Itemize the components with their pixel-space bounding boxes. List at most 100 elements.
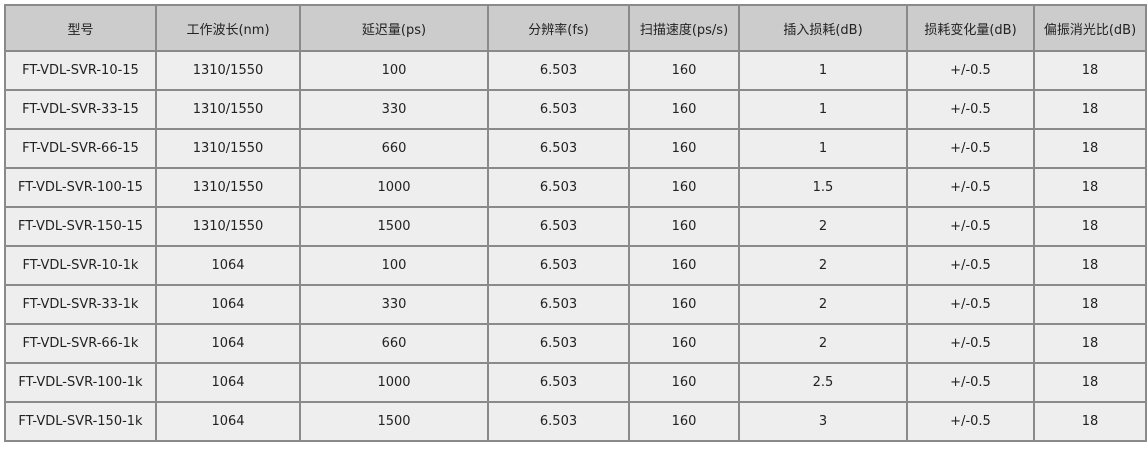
table-cell: 6.503 — [487, 245, 630, 286]
table-cell: 160 — [628, 206, 740, 247]
table-cell: 160 — [628, 362, 740, 403]
table-cell: 160 — [628, 89, 740, 130]
table-cell: 330 — [299, 89, 489, 130]
table-row: FT-VDL-SVR-66-15 1310/1550 660 6.503 160 1 +/-… — [4, 128, 1147, 169]
table-cell: +/-0.5 — [906, 362, 1035, 403]
table-cell: 1064 — [155, 362, 301, 403]
table-cell: 6.503 — [487, 167, 630, 208]
column-header: 分辨率(fs) — [487, 4, 630, 52]
column-header: 工作波长(nm) — [155, 4, 301, 52]
table-cell: 1310/1550 — [155, 50, 301, 91]
table-row: FT-VDL-SVR-33-1k 1064 330 6.503 160 2 +/-0.5 18 — [4, 284, 1147, 325]
table-cell: 1.5 — [738, 167, 908, 208]
table-cell: 160 — [628, 284, 740, 325]
table-cell: 18 — [1033, 89, 1147, 130]
table-cell: 660 — [299, 323, 489, 364]
table-cell: 100 — [299, 50, 489, 91]
table-cell: 1500 — [299, 206, 489, 247]
table-cell: 1500 — [299, 401, 489, 442]
table-cell: 6.503 — [487, 206, 630, 247]
table-row: FT-VDL-SVR-10-1k 1064 100 6.503 160 2 +/-0.5 18 — [4, 245, 1147, 286]
table-row: FT-VDL-SVR-100-1k 1064 1000 6.503 160 2.5 +/-0… — [4, 362, 1147, 403]
column-header: 插入损耗(dB) — [738, 4, 908, 52]
product-spec-table: 型号 工作波长(nm) 延迟量(ps) 分辨率(fs) 扫描速度(ps/s) 插入损耗(d… — [4, 4, 1147, 442]
table-cell: FT-VDL-SVR-150-1k — [4, 401, 157, 442]
table-cell: 160 — [628, 245, 740, 286]
table-cell: +/-0.5 — [906, 245, 1035, 286]
table-cell: 6.503 — [487, 323, 630, 364]
table-cell: 160 — [628, 167, 740, 208]
table-cell: +/-0.5 — [906, 206, 1035, 247]
table-cell: 6.503 — [487, 128, 630, 169]
table-cell: 2 — [738, 245, 908, 286]
table-cell: 1000 — [299, 362, 489, 403]
table-cell: 6.503 — [487, 401, 630, 442]
table-cell: +/-0.5 — [906, 401, 1035, 442]
column-header: 扫描速度(ps/s) — [628, 4, 740, 52]
column-header: 损耗变化量(dB) — [906, 4, 1035, 52]
table-cell: 2 — [738, 323, 908, 364]
table-cell: FT-VDL-SVR-10-1k — [4, 245, 157, 286]
table-cell: FT-VDL-SVR-150-15 — [4, 206, 157, 247]
table-cell: 18 — [1033, 167, 1147, 208]
table-cell: 160 — [628, 323, 740, 364]
table-cell: 1000 — [299, 167, 489, 208]
column-header: 偏振消光比(dB) — [1033, 4, 1147, 52]
table-row: FT-VDL-SVR-66-1k 1064 660 6.503 160 2 +/-0.5 18 — [4, 323, 1147, 364]
table-cell: 18 — [1033, 206, 1147, 247]
table-cell: 6.503 — [487, 284, 630, 325]
table-cell: +/-0.5 — [906, 167, 1035, 208]
table-cell: 18 — [1033, 362, 1147, 403]
table-cell: 1 — [738, 89, 908, 130]
table-cell: FT-VDL-SVR-33-1k — [4, 284, 157, 325]
header-row: 型号 工作波长(nm) 延迟量(ps) 分辨率(fs) 扫描速度(ps/s) 插入损耗(d… — [4, 4, 1147, 52]
table-cell: 18 — [1033, 401, 1147, 442]
table-row: FT-VDL-SVR-10-15 1310/1550 100 6.503 160 1 +/-… — [4, 50, 1147, 91]
table-cell: 1 — [738, 50, 908, 91]
table-cell: 1 — [738, 128, 908, 169]
table-cell: 18 — [1033, 323, 1147, 364]
table-cell: +/-0.5 — [906, 284, 1035, 325]
table-cell: 18 — [1033, 128, 1147, 169]
table-cell: 6.503 — [487, 89, 630, 130]
table-cell: 160 — [628, 50, 740, 91]
table-row: FT-VDL-SVR-150-15 1310/1550 1500 6.503 160 2 +… — [4, 206, 1147, 247]
table-cell: FT-VDL-SVR-66-1k — [4, 323, 157, 364]
table-cell: +/-0.5 — [906, 89, 1035, 130]
table-cell: 1310/1550 — [155, 128, 301, 169]
table-cell: 660 — [299, 128, 489, 169]
table-cell: 160 — [628, 128, 740, 169]
table-cell: 18 — [1033, 284, 1147, 325]
table-cell: FT-VDL-SVR-33-15 — [4, 89, 157, 130]
table-cell: 160 — [628, 401, 740, 442]
table-cell: 3 — [738, 401, 908, 442]
table-cell: 6.503 — [487, 362, 630, 403]
table-cell: 18 — [1033, 50, 1147, 91]
table-cell: 1064 — [155, 401, 301, 442]
table-cell: 330 — [299, 284, 489, 325]
table-cell: FT-VDL-SVR-100-15 — [4, 167, 157, 208]
table-cell: 1310/1550 — [155, 206, 301, 247]
table-cell: 1064 — [155, 245, 301, 286]
table-cell: +/-0.5 — [906, 50, 1035, 91]
table-cell: 2.5 — [738, 362, 908, 403]
table-row: FT-VDL-SVR-150-1k 1064 1500 6.503 160 3 +/-0.5… — [4, 401, 1147, 442]
table-cell: 100 — [299, 245, 489, 286]
table-cell: 18 — [1033, 245, 1147, 286]
table-row: FT-VDL-SVR-33-15 1310/1550 330 6.503 160 1 +/-… — [4, 89, 1147, 130]
table-cell: 1064 — [155, 284, 301, 325]
column-header: 延迟量(ps) — [299, 4, 489, 52]
table-cell: 2 — [738, 206, 908, 247]
table-cell: 6.503 — [487, 50, 630, 91]
table-cell: +/-0.5 — [906, 323, 1035, 364]
column-header: 型号 — [4, 4, 157, 52]
table-cell: +/-0.5 — [906, 128, 1035, 169]
table-cell: FT-VDL-SVR-66-15 — [4, 128, 157, 169]
table-cell: 2 — [738, 284, 908, 325]
table-cell: 1064 — [155, 323, 301, 364]
table-cell: 1310/1550 — [155, 89, 301, 130]
table-cell: 1310/1550 — [155, 167, 301, 208]
table-row: FT-VDL-SVR-100-15 1310/1550 1000 6.503 160 1.… — [4, 167, 1147, 208]
table-cell: FT-VDL-SVR-10-15 — [4, 50, 157, 91]
table-cell: FT-VDL-SVR-100-1k — [4, 362, 157, 403]
